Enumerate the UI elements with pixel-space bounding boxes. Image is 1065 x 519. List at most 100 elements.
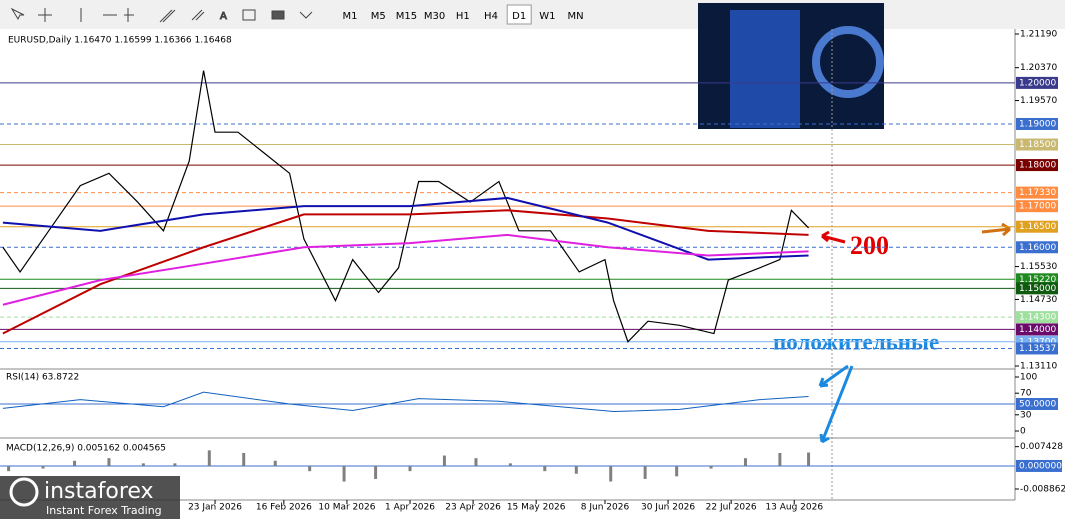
x-tick-label: 15 May 2026 — [507, 503, 566, 513]
level-label: 1.15220 — [1019, 275, 1056, 285]
level-label: 1.17330 — [1019, 188, 1056, 198]
macd-title: MACD(12,26,9) 0.005162 0.004565 — [6, 444, 166, 454]
macd-bar — [342, 465, 346, 482]
photo-euro — [812, 26, 884, 98]
timeframe-button[interactable]: M15 — [396, 11, 417, 22]
timeframe-button[interactable]: M5 — [371, 11, 386, 22]
y-tick-label: 1.13110 — [1020, 362, 1057, 372]
macd-bar — [474, 458, 478, 466]
macd-bar — [675, 465, 679, 477]
level-label: 1.17000 — [1019, 202, 1056, 212]
macd-bar — [173, 463, 177, 466]
annotation: 200 — [850, 231, 889, 260]
toolbar — [0, 0, 1065, 29]
rsi-title: RSI(14) 63.8722 — [6, 373, 79, 383]
timeframe-button[interactable]: MN — [568, 11, 584, 22]
y-tick-label: 1.19570 — [1020, 96, 1057, 106]
moving-average — [2, 209, 809, 335]
level-label: 1.13700 — [1019, 337, 1056, 347]
macd-bar — [308, 465, 312, 472]
price-line — [2, 70, 809, 343]
moving-average — [2, 233, 809, 306]
macd-bar — [73, 460, 77, 466]
level-label: 1.18000 — [1019, 161, 1056, 171]
y-tick-label: -0.008862 — [1020, 484, 1065, 494]
macd-bar — [543, 465, 547, 472]
y-tick-label: 70 — [1020, 389, 1032, 399]
logo-name: instaforex — [44, 479, 154, 504]
macd-bar — [778, 452, 782, 466]
timeframe-button[interactable]: M1 — [343, 11, 358, 22]
logo-box — [0, 476, 180, 519]
macd-bar — [207, 450, 211, 466]
level-label: 1.13537 — [1019, 344, 1056, 354]
x-tick-label: 22 Jul 2026 — [706, 503, 757, 513]
level-label-bg — [1016, 159, 1058, 172]
level-label-bg — [1016, 342, 1058, 355]
macd-bar — [609, 465, 613, 482]
macd-bar — [273, 460, 277, 466]
level-label: 1.16500 — [1019, 222, 1056, 232]
y-tick-label: 0 — [1020, 427, 1026, 437]
level-label-bg — [1016, 323, 1058, 336]
timeframe-button[interactable]: M30 — [424, 11, 445, 22]
toolbar-icons: A — [10, 7, 313, 23]
rsi-line — [2, 391, 809, 413]
x-tick-label: 8 Jun 2026 — [581, 503, 630, 513]
chart-area — [0, 29, 1065, 519]
y-tick-label: 1.20370 — [1020, 63, 1057, 73]
level-label-bg — [1016, 273, 1058, 286]
level-label-bg — [1016, 220, 1058, 233]
level-label: 1.20000 — [1019, 78, 1056, 88]
timeframe-button[interactable]: D1 — [512, 11, 526, 22]
level-label: 1.14000 — [1019, 325, 1056, 335]
macd-bar — [508, 463, 512, 466]
macd-bar — [7, 465, 11, 472]
x-tick-label: 23 Jan 2026 — [188, 503, 242, 513]
y-tick-label: 0.000000 — [1019, 461, 1062, 471]
x-tick-label: 1 Apr 2026 — [385, 503, 435, 513]
logo-icon — [9, 477, 39, 507]
level-label-bg — [1016, 76, 1058, 89]
level-label: 1.14300 — [1019, 313, 1056, 323]
macd-zero-bg — [1016, 459, 1062, 472]
y-tick-label: 1.14730 — [1020, 295, 1057, 305]
x-tick-label: 13 Aug 2026 — [765, 503, 823, 513]
y-tick-label: 50.0000 — [1019, 400, 1056, 410]
timeframe-button[interactable]: W1 — [539, 11, 555, 22]
macd-bar — [643, 465, 647, 479]
y-tick-label: 30 — [1020, 410, 1032, 420]
level-label-bg — [1016, 186, 1058, 199]
macd-bar — [107, 458, 111, 466]
level-label-bg — [1016, 117, 1058, 130]
macd-bar — [574, 465, 578, 474]
level-label: 1.15000 — [1019, 284, 1056, 294]
macd-bar — [743, 458, 747, 466]
level-label-bg — [1016, 311, 1058, 324]
text-tool[interactable]: A — [220, 11, 228, 23]
timeframe-button[interactable]: H1 — [456, 11, 470, 22]
logo-tagline: Instant Forex Trading — [46, 504, 162, 517]
y-tick-label: 1.21190 — [1020, 30, 1057, 40]
y-tick-label: 100 — [1020, 373, 1037, 383]
level-label: 1.19000 — [1019, 119, 1056, 129]
level-label-bg — [1016, 200, 1058, 213]
macd-bar — [242, 452, 246, 466]
level-label-bg — [1016, 138, 1058, 151]
moving-average — [2, 196, 809, 261]
macd-bar — [709, 465, 713, 469]
macd-bar — [442, 455, 446, 466]
active-timeframe — [506, 4, 532, 25]
timeframe-button[interactable]: H4 — [484, 11, 498, 22]
macd-bar — [408, 465, 412, 472]
x-tick-label: 30 Jun 2026 — [641, 503, 695, 513]
level-label-bg — [1016, 241, 1058, 254]
rsi-level-bg — [1016, 398, 1058, 410]
macd-bar — [807, 452, 811, 466]
level-label: 1.18500 — [1019, 140, 1056, 150]
arrow — [821, 230, 846, 244]
chart-header: EURUSD,Daily 1.16470 1.16599 1.16366 1.1… — [8, 36, 232, 46]
y-tick-label: 1.15530 — [1020, 262, 1057, 272]
macd-bar — [41, 465, 45, 469]
